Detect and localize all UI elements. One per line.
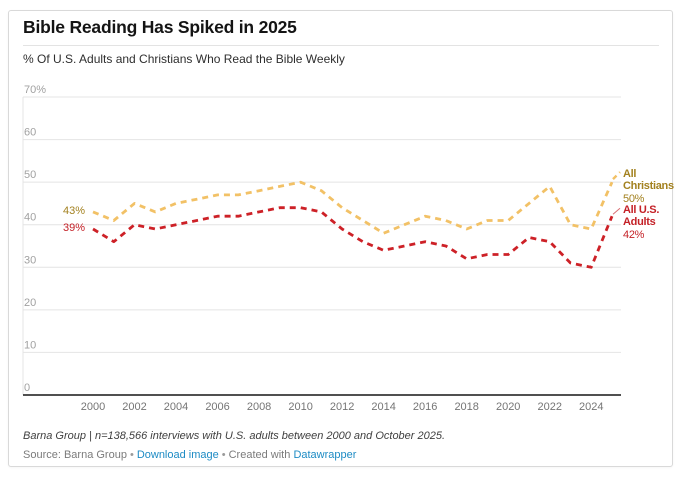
- chart-card: Bible Reading Has Spiked in 2025 % Of U.…: [8, 10, 674, 467]
- chart-title: Bible Reading Has Spiked in 2025: [23, 17, 297, 37]
- y-tick-label-40: 40: [24, 212, 36, 224]
- x-tick-label-2000: 2000: [81, 401, 105, 413]
- adults-series-label: All U.S. Adults 42%: [623, 204, 679, 241]
- x-tick-label-2024: 2024: [579, 401, 603, 413]
- series-line-adults: [92, 206, 614, 269]
- x-tick-label-2018: 2018: [454, 401, 478, 413]
- source-line: Source: Barna Group • Download image • Creat…: [23, 449, 658, 461]
- separator-dot: •: [129, 449, 134, 461]
- christians-label-leader: [612, 171, 621, 180]
- datawrapper-link[interactable]: Datawrapper: [293, 449, 357, 461]
- adults-label-leader: [612, 207, 621, 215]
- x-tick-label-2006: 2006: [205, 401, 229, 413]
- title-divider: [23, 45, 659, 46]
- download-image-link[interactable]: Download image: [136, 449, 219, 461]
- series-line-christians: [92, 180, 614, 235]
- created-with-label: Created with: [228, 449, 291, 461]
- footnote: Barna Group | n=138,566 interviews with …: [23, 430, 446, 442]
- y-tick-label-20: 20: [24, 297, 36, 309]
- x-tick-label-2020: 2020: [496, 401, 520, 413]
- adults-start-value: 39%: [62, 222, 85, 234]
- x-tick-label-2008: 2008: [247, 401, 271, 413]
- x-tick-label-2004: 2004: [164, 401, 188, 413]
- christians-end-value: 50%: [623, 193, 645, 205]
- y-tick-label-50: 50: [24, 169, 36, 181]
- line-chart: 0 10 20 30 40 50 60 70% 2000 2002 2004 2006 2008 2010…: [22, 84, 621, 413]
- x-tick-label-2014: 2014: [371, 401, 395, 413]
- y-tick-label-60: 60: [24, 127, 36, 139]
- x-tick-label-2010: 2010: [288, 401, 312, 413]
- y-tick-label-0: 0: [24, 382, 30, 394]
- x-tick-label-2016: 2016: [413, 401, 437, 413]
- christians-series-label: All Christians 50%: [623, 168, 679, 205]
- x-tick-label-2002: 2002: [122, 401, 146, 413]
- christians-series-name: All Christians: [623, 168, 674, 192]
- x-tick-label-2012: 2012: [330, 401, 354, 413]
- adults-series-name: All U.S. Adults: [623, 204, 660, 228]
- y-tick-label-10: 10: [24, 339, 36, 351]
- adults-end-value: 42%: [623, 229, 645, 241]
- x-tick-label-2022: 2022: [537, 401, 561, 413]
- source-label: Source: Barna Group: [23, 449, 127, 461]
- chart-subtitle: % Of U.S. Adults and Christians Who Read…: [23, 52, 345, 66]
- y-tick-label-70: 70%: [24, 84, 46, 96]
- separator-dot: •: [221, 449, 226, 461]
- christians-start-value: 43%: [62, 205, 85, 217]
- y-tick-label-30: 30: [24, 254, 36, 266]
